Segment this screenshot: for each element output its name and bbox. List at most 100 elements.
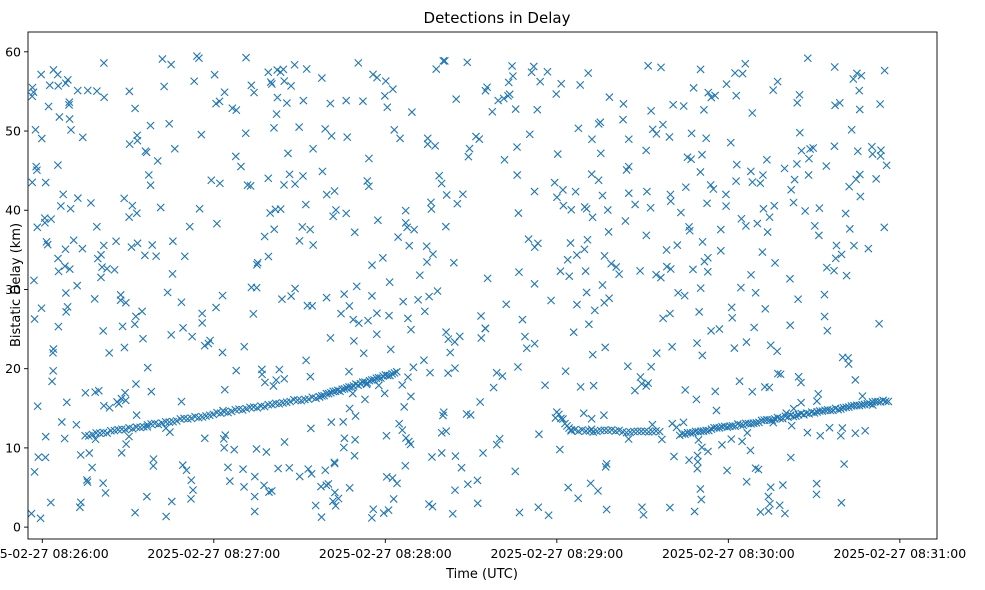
detection-point <box>148 241 157 250</box>
detection-point <box>73 194 82 203</box>
detection-point <box>763 228 772 237</box>
detection-point <box>826 406 835 415</box>
detection-point <box>125 432 133 441</box>
detection-point <box>130 320 139 329</box>
detection-point <box>274 464 283 473</box>
detection-point <box>657 435 666 444</box>
detection-point <box>760 382 769 391</box>
detection-point <box>683 153 692 162</box>
detection-point <box>782 409 791 418</box>
detection-point <box>369 505 378 514</box>
detection-point <box>716 225 725 234</box>
detection-point <box>690 507 699 516</box>
detection-point <box>830 63 839 72</box>
detection-point <box>400 402 409 411</box>
detection-point <box>322 293 331 302</box>
x-tick-label: 2025-02-27 08:28:00 <box>319 546 452 561</box>
detection-point <box>385 278 394 287</box>
detection-point <box>674 288 683 297</box>
detection-point <box>131 104 140 113</box>
detection-point <box>550 178 559 187</box>
detection-point <box>167 60 176 69</box>
detection-point <box>250 88 259 97</box>
detection-point <box>404 437 413 446</box>
detection-point <box>723 466 732 475</box>
detection-point <box>756 508 765 517</box>
detection-point <box>633 427 642 436</box>
detection-point <box>345 301 354 310</box>
detection-point <box>812 397 821 406</box>
detection-point <box>428 502 437 511</box>
detection-point <box>330 488 339 497</box>
detection-point <box>106 426 115 435</box>
detection-point <box>662 262 671 271</box>
detection-point <box>587 135 596 144</box>
detection-point <box>393 479 402 488</box>
detection-point <box>476 398 485 407</box>
detection-point <box>324 479 333 488</box>
detection-point <box>63 75 72 84</box>
detection-point <box>619 99 628 108</box>
detection-point <box>498 372 507 381</box>
detection-point <box>803 428 812 437</box>
detection-point <box>401 206 410 215</box>
detection-point <box>225 477 234 486</box>
plot-frame <box>27 31 938 540</box>
detection-point <box>652 270 661 279</box>
detection-point <box>876 146 885 155</box>
detection-point <box>825 423 834 432</box>
detection-point <box>262 448 271 457</box>
detection-point <box>738 69 747 78</box>
detection-point <box>737 214 746 223</box>
detection-point <box>374 373 383 382</box>
detection-point <box>326 99 335 108</box>
detection-point <box>321 466 330 475</box>
detection-point <box>437 179 446 188</box>
detection-point <box>534 430 543 439</box>
detection-point <box>99 241 108 250</box>
detection-point <box>681 183 690 192</box>
detection-point <box>304 465 313 474</box>
detection-point <box>386 345 395 354</box>
detection-point <box>69 236 78 245</box>
detection-point <box>448 509 457 518</box>
detection-point <box>329 212 338 221</box>
detection-point <box>302 64 311 73</box>
detection-point <box>587 170 596 179</box>
detection-point <box>795 128 804 137</box>
detection-point <box>672 423 681 432</box>
detection-point <box>588 350 597 359</box>
detection-point <box>207 176 216 185</box>
detection-point <box>529 62 538 71</box>
detection-point <box>340 434 349 443</box>
detection-point <box>220 385 229 394</box>
detection-point <box>669 100 678 109</box>
detection-point <box>367 513 376 522</box>
detection-point <box>477 311 486 320</box>
detection-point <box>388 85 397 94</box>
y-tick-label: 60 <box>5 44 21 59</box>
detection-point <box>81 431 90 440</box>
detection-point <box>776 370 785 379</box>
detection-point <box>530 339 539 348</box>
detection-point <box>200 434 209 443</box>
detection-point <box>390 125 399 134</box>
detection-point <box>194 54 203 63</box>
detection-point <box>236 162 245 171</box>
detection-point <box>752 418 761 427</box>
detection-point <box>264 252 273 261</box>
detection-point <box>581 267 590 276</box>
detection-point <box>768 416 777 424</box>
detection-point <box>882 161 891 170</box>
detection-point <box>195 204 204 213</box>
detection-point <box>180 252 189 261</box>
detection-point <box>792 159 801 168</box>
detection-point <box>88 463 97 472</box>
detection-point <box>689 83 698 92</box>
detection-point <box>657 63 665 72</box>
chart-title: Detections in Delay <box>424 9 571 27</box>
detection-point <box>712 406 721 415</box>
detection-point <box>53 161 62 170</box>
detection-point <box>665 309 674 318</box>
